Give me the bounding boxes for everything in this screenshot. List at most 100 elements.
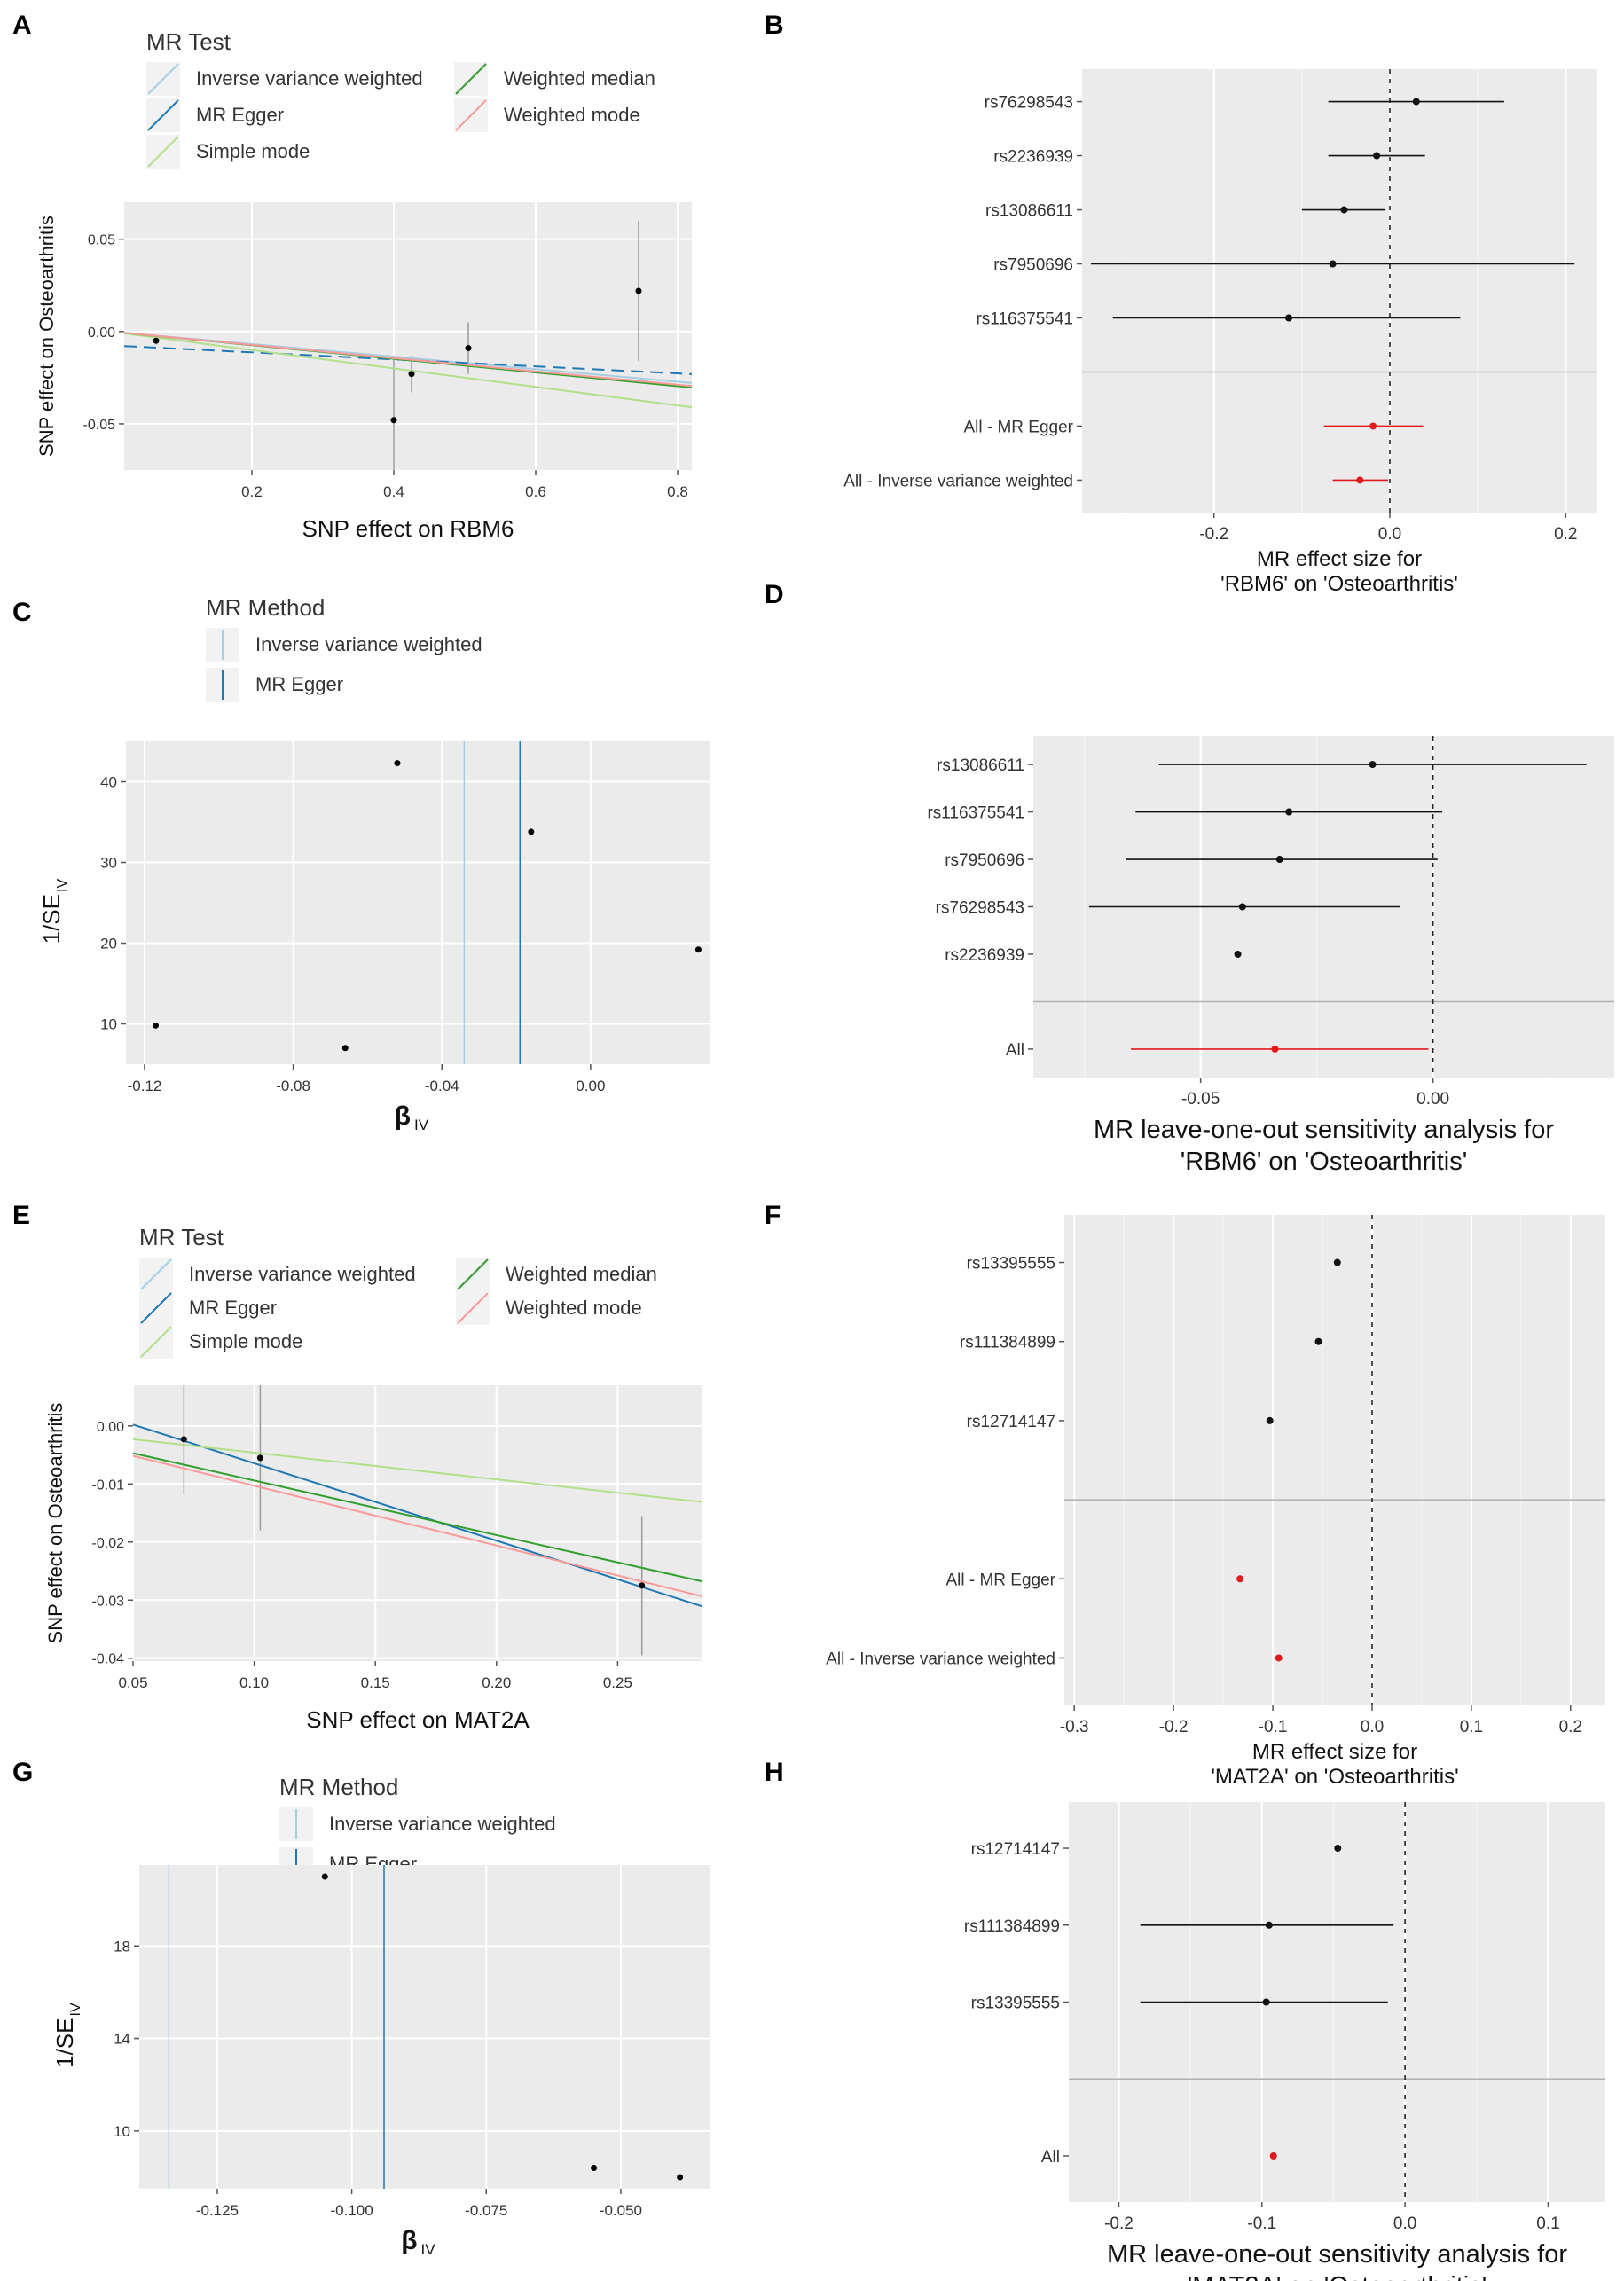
- x-axis-title: β: [395, 1101, 411, 1131]
- row-label: rs7950696: [993, 256, 1073, 275]
- row-label: All - MR Egger: [963, 418, 1073, 436]
- data-point: [465, 345, 472, 352]
- row-label: rs12714147: [971, 1840, 1060, 1859]
- legend-key-line: [140, 1258, 172, 1290]
- snp-point: [1275, 856, 1283, 864]
- row-label: rs76298543: [985, 94, 1073, 113]
- data-point: [256, 1454, 263, 1462]
- row-label: rs13086611: [985, 202, 1073, 221]
- x-tick-label: 0.8: [667, 483, 688, 500]
- legend-title: MR Method: [206, 594, 325, 621]
- x-tick-label: 0.2: [1554, 525, 1577, 544]
- snp-point: [1334, 1845, 1342, 1853]
- legend-key-line: [455, 63, 487, 95]
- x-tick-label: -0.075: [465, 2202, 507, 2219]
- plot-panel-background: [1082, 69, 1597, 513]
- y-tick-label: 30: [100, 855, 117, 872]
- data-point: [677, 2174, 684, 2181]
- legend-key-line: [147, 63, 179, 95]
- fit-line-weighted-median: [133, 1452, 702, 1583]
- legend-label: Inverse variance weighted: [196, 67, 423, 90]
- fit-line-weighted-mode: [133, 1454, 702, 1598]
- panel-B: B -0.2 0.0 0.2 rs76298543 rs2236939 rs13086611…: [765, 11, 1597, 596]
- y-axis-title: SNP effect on Osteoarthritis: [35, 216, 58, 457]
- data-point: [528, 828, 535, 835]
- legend-key-line: [147, 136, 179, 168]
- y-axis-title-subscript: IV: [68, 2003, 83, 2016]
- panel-label: G: [12, 1758, 33, 1787]
- x-axis-title-subscript: IV: [414, 1117, 429, 1133]
- row-label: rs2236939: [993, 148, 1073, 167]
- x-tick-label: -0.04: [425, 1078, 459, 1094]
- legend-label: Simple mode: [196, 140, 310, 162]
- legend-label: Inverse variance weighted: [189, 1263, 416, 1285]
- panel-label: E: [12, 1201, 30, 1230]
- x-tick-label: -0.1: [1247, 2214, 1276, 2233]
- legend-title: MR Test: [146, 28, 231, 55]
- row-label: rs111384899: [960, 1334, 1055, 1352]
- panel-H: H -0.2 -0.1 0.0 0.1 rs12714147 rs111384899 rs13…: [765, 1758, 1605, 2281]
- y-tick-label: 14: [114, 2031, 130, 2048]
- data-point: [321, 1873, 328, 1880]
- x-tick-label: 0.15: [361, 1674, 390, 1691]
- legend-title: MR Test: [139, 1224, 224, 1250]
- fit-line-simple-mode: [124, 332, 692, 409]
- data-point: [635, 287, 642, 294]
- row-label: All: [1041, 2148, 1060, 2167]
- panel-label: A: [12, 11, 32, 40]
- legend-label: MR Egger: [189, 1297, 277, 1319]
- legend-label: Weighted mode: [506, 1297, 642, 1319]
- row-label: rs111384899: [964, 1917, 1060, 1936]
- plot-panel-background: [133, 1385, 702, 1661]
- data-point: [394, 760, 401, 767]
- legend-label: Inverse variance weighted: [329, 1813, 556, 1835]
- x-axis-title: SNP effect on RBM6: [302, 515, 514, 542]
- y-axis-title: SNP effect on Osteoarthritis: [44, 1403, 67, 1644]
- row-label: rs76298543: [936, 899, 1024, 918]
- x-axis-title-line-2: 'MAT2A' on 'Osteoarthritis': [1188, 2272, 1487, 2281]
- x-tick-label: 0.25: [603, 1674, 632, 1691]
- x-axis-title-line-1: MR leave-one-out sensitivity analysis fo…: [1094, 1116, 1554, 1144]
- y-axis-title: 1/SE: [51, 2018, 78, 2068]
- data-point: [153, 337, 160, 344]
- row-label: All: [1006, 1041, 1024, 1060]
- panel-label: H: [765, 1758, 784, 1787]
- fit-line-weighted-mode: [124, 332, 692, 388]
- snp-point: [1285, 808, 1293, 816]
- y-axis-title: 1/SE: [38, 894, 65, 944]
- y-axis-title-group: 1/SE IV: [51, 2003, 83, 2068]
- panel-label: C: [12, 598, 32, 627]
- x-tick-label: 0.0: [1378, 525, 1401, 544]
- panel-A: A MR Test Inverse variance weighted Weighte…: [12, 11, 692, 542]
- data-point: [639, 1582, 646, 1589]
- x-tick-label: 0.00: [576, 1078, 605, 1094]
- x-tick-label: 0.2: [1559, 1718, 1582, 1736]
- legend-title: MR Method: [279, 1774, 398, 1800]
- x-axis-title-line-1: MR effect size for: [1257, 547, 1422, 571]
- y-tick-label: -0.01: [92, 1478, 125, 1493]
- x-tick-label: -0.100: [331, 2202, 373, 2219]
- plot-panel-background: [126, 741, 710, 1064]
- legend-label: Inverse variance weighted: [255, 633, 482, 655]
- x-tick-label: -0.2: [1104, 2214, 1134, 2233]
- legend-key-line: [457, 1258, 489, 1290]
- y-tick-label: 10: [100, 1016, 117, 1033]
- row-label: rs116375541: [976, 310, 1073, 328]
- row-label: All - Inverse variance weighted: [826, 1650, 1055, 1668]
- y-tick-label: -0.02: [92, 1536, 125, 1551]
- snp-point: [1340, 206, 1348, 214]
- x-axis-title-line-2: 'RBM6' on 'Osteoarthritis': [1181, 1148, 1468, 1176]
- row-label: All - MR Egger: [945, 1571, 1055, 1589]
- snp-point: [1266, 1416, 1274, 1424]
- plot-area: [133, 1385, 702, 1656]
- y-axis-title-subscript: IV: [55, 879, 70, 892]
- x-tick-label: -0.1: [1259, 1718, 1288, 1736]
- panel-D: D -0.05 0.00 rs13086611 rs116375541 rs7950696…: [765, 580, 1614, 1176]
- x-tick-label: 0.4: [383, 483, 404, 500]
- data-point: [390, 417, 397, 424]
- legend-key-line: [140, 1326, 172, 1358]
- y-tick-label: 0.00: [97, 1420, 124, 1435]
- x-tick-label: 0.10: [239, 1674, 269, 1691]
